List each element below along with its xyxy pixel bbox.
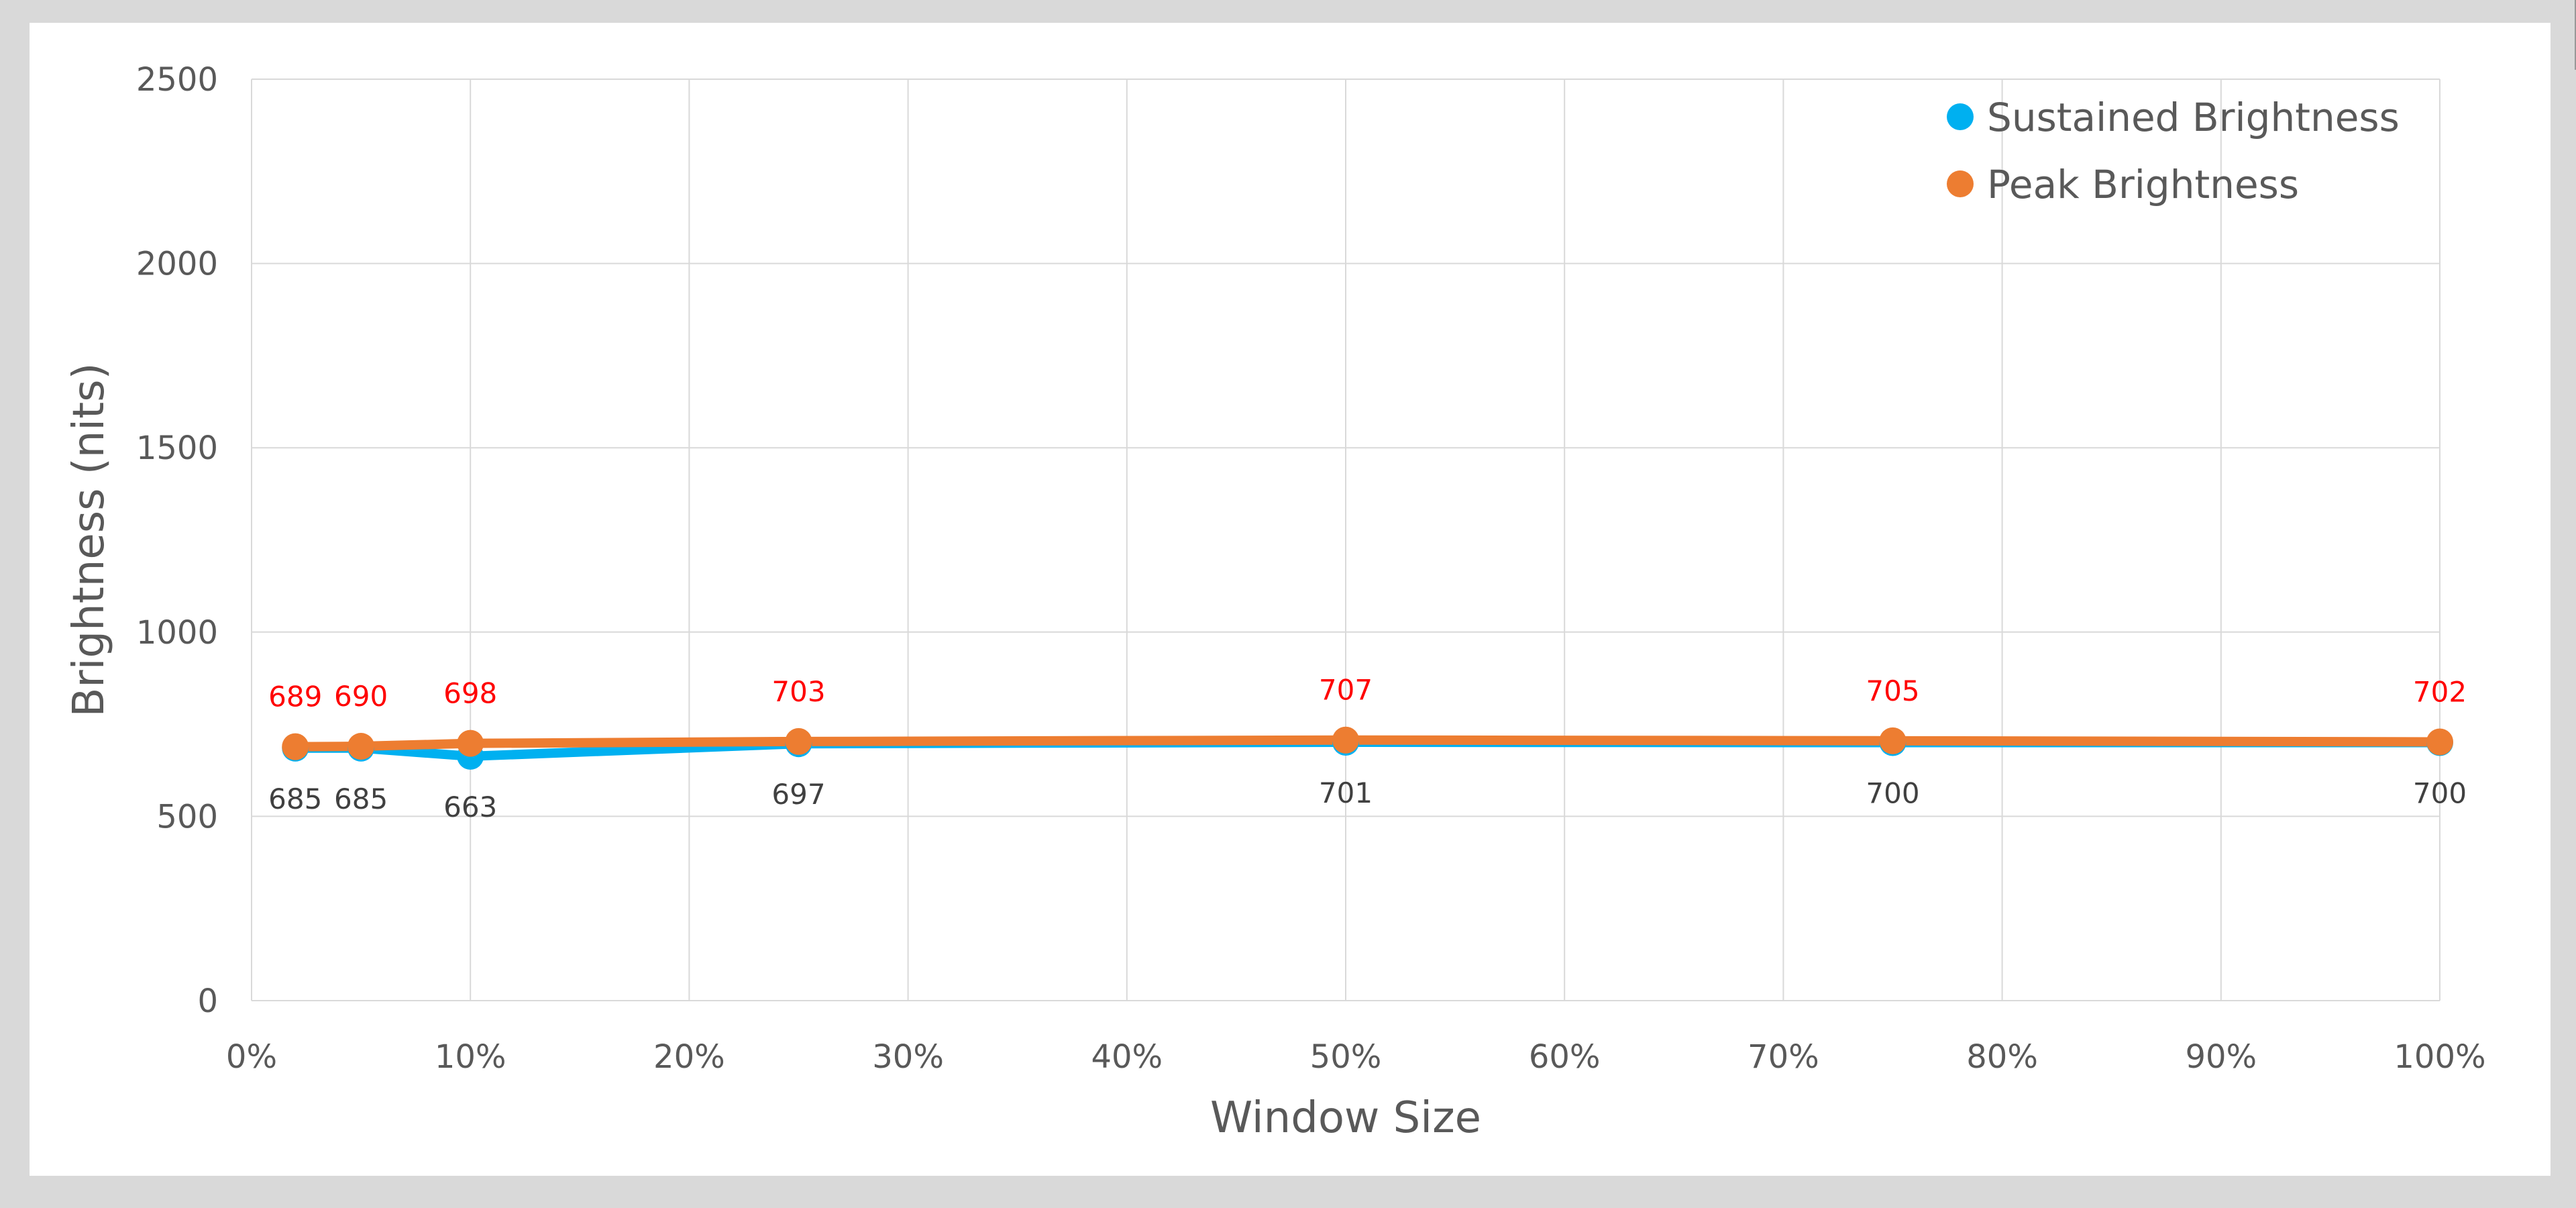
data-label: 685 [268, 783, 322, 815]
legend-marker [1947, 170, 1974, 197]
x-tick-label: 70% [1748, 1038, 1819, 1076]
x-tick-label: 20% [653, 1038, 725, 1076]
legend-label: Peak Brightness [1987, 162, 2299, 207]
data-point [2426, 728, 2453, 756]
x-axis-title: Window Size [1210, 1093, 1481, 1143]
y-axis-title: Brightness (nits) [64, 363, 114, 717]
line-chart: 0% 10% 20% 30% 40% 50% 60% 70% 80% 90% 100% 0 500 100… [64, 61, 2486, 1143]
data-point [347, 733, 375, 760]
data-label: 685 [334, 783, 388, 815]
data-label: 703 [771, 675, 825, 708]
y-tick-label: 500 [156, 798, 218, 836]
data-label: 689 [268, 681, 322, 713]
x-tick-label: 80% [1966, 1038, 2038, 1076]
x-tick-label: 40% [1091, 1038, 1163, 1076]
data-point [457, 729, 484, 757]
chart-panel: 0% 10% 20% 30% 40% 50% 60% 70% 80% 90% 100% 0 500 100… [30, 23, 2551, 1176]
data-label: 705 [1866, 674, 1919, 707]
data-label: 690 [334, 680, 388, 713]
data-point [1332, 726, 1359, 754]
y-tick-label: 1500 [136, 430, 218, 467]
x-tick-label: 90% [2185, 1038, 2257, 1076]
data-point [1879, 727, 1907, 754]
data-label: 700 [2413, 777, 2467, 810]
x-tick-label: 30% [872, 1038, 944, 1076]
data-label: 663 [443, 791, 497, 823]
data-point [785, 727, 812, 755]
scrollbar[interactable] [2575, 0, 2576, 70]
x-tick-label: 100% [2394, 1038, 2485, 1076]
x-tick-label: 10% [435, 1038, 506, 1076]
y-tick-label: 1000 [136, 614, 218, 652]
y-tick-label: 2500 [136, 61, 218, 99]
y-tick-label: 2000 [136, 246, 218, 283]
data-label: 701 [1319, 776, 1373, 809]
data-label: 702 [2413, 675, 2467, 708]
data-point [282, 733, 309, 760]
x-tick-label: 50% [1310, 1038, 1382, 1076]
legend-label: Sustained Brightness [1987, 95, 2400, 140]
data-label: 700 [1866, 777, 1919, 810]
x-tick-label: 60% [1529, 1038, 1601, 1076]
data-label: 697 [771, 778, 825, 811]
legend-marker [1947, 103, 1974, 130]
y-tick-label: 0 [197, 983, 218, 1020]
data-label: 707 [1319, 674, 1373, 707]
data-label: 698 [443, 677, 497, 710]
x-tick-label: 0% [226, 1038, 277, 1076]
